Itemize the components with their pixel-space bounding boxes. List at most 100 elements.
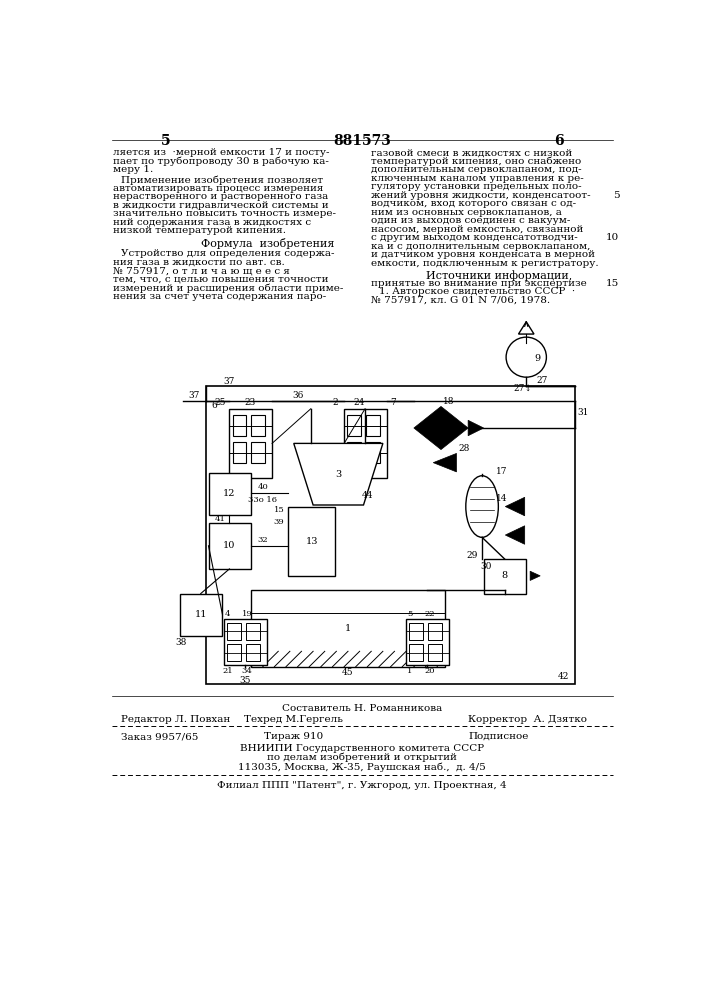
Bar	[224, 619, 267, 665]
Bar	[209, 473, 251, 515]
Polygon shape	[433, 453, 457, 472]
Text: 4: 4	[225, 610, 230, 618]
Text: 13: 13	[305, 537, 318, 546]
Text: тем, что, с целью повышения точности: тем, что, с целью повышения точности	[113, 275, 329, 284]
Text: Техред М.Гергель: Техред М.Гергель	[245, 715, 343, 724]
Text: Источники информации,: Источники информации,	[426, 270, 572, 281]
Text: 31: 31	[577, 408, 588, 417]
Text: 2: 2	[332, 398, 338, 407]
Text: 22: 22	[424, 610, 435, 618]
Text: низкой температурой кипения.: низкой температурой кипения.	[113, 226, 286, 235]
Bar	[406, 619, 449, 665]
Text: Формула  изобретения: Формула изобретения	[201, 238, 334, 249]
Polygon shape	[251, 590, 445, 667]
Bar	[428, 623, 442, 640]
Text: 36: 36	[292, 391, 303, 400]
Text: 12: 12	[223, 489, 235, 498]
Text: насосом, мерной емкостью, связанной: насосом, мерной емкостью, связанной	[371, 225, 583, 234]
Text: водчиком, вход которого связан с од-: водчиком, вход которого связан с од-	[371, 199, 576, 208]
Bar	[227, 644, 241, 661]
Bar	[409, 644, 423, 661]
Text: 44: 44	[361, 491, 373, 500]
Text: ляется из  ·мерной емкости 17 и посту-: ляется из ·мерной емкости 17 и посту-	[113, 148, 329, 157]
Text: измерений и расширения области приме-: измерений и расширения области приме-	[113, 283, 344, 293]
Bar	[347, 415, 361, 436]
Text: ка и с дополнительным сервоклапаном,: ка и с дополнительным сервоклапаном,	[371, 242, 590, 251]
Text: Составитель Н. Романникова: Составитель Н. Романникова	[282, 704, 442, 713]
Text: 20: 20	[424, 667, 435, 675]
Text: 1: 1	[407, 667, 413, 675]
Text: 1. Авторское свидетельство СССР  ·: 1. Авторское свидетельство СССР ·	[379, 287, 575, 296]
Text: 15: 15	[274, 506, 284, 514]
Text: Филиал ППП "Патент", г. Ужгород, ул. Проектная, 4: Филиал ППП "Патент", г. Ужгород, ул. Про…	[217, 781, 507, 790]
Text: Подписное: Подписное	[468, 732, 529, 741]
Text: 10: 10	[223, 541, 235, 550]
Text: Тираж 910: Тираж 910	[264, 732, 323, 741]
Text: 32: 32	[257, 536, 268, 544]
Polygon shape	[468, 420, 484, 436]
Text: 45: 45	[342, 668, 354, 677]
Text: 15: 15	[606, 279, 619, 288]
Text: 41: 41	[215, 515, 226, 523]
Text: 14: 14	[496, 494, 507, 503]
Text: ВНИИПИ Государственного комитета СССР: ВНИИПИ Государственного комитета СССР	[240, 744, 484, 753]
Text: нерастворенного и растворенного газа: нерастворенного и растворенного газа	[113, 192, 329, 201]
Text: 11: 11	[194, 610, 207, 619]
Text: 28: 28	[459, 444, 470, 453]
Text: нения за счет учета содержания паро-: нения за счет учета содержания паро-	[113, 292, 327, 301]
Text: емкости, подключенным к регистратору.: емкости, подключенным к регистратору.	[371, 259, 599, 268]
Text: 18: 18	[443, 397, 455, 406]
Bar	[251, 415, 265, 436]
Text: принятые во внимание при экспертизе: принятые во внимание при экспертизе	[371, 279, 587, 288]
Text: гулятору установки предельных поло-: гулятору установки предельных поло-	[371, 182, 582, 191]
Ellipse shape	[506, 337, 547, 377]
Bar	[180, 594, 223, 636]
Text: 113035, Москва, Ж-35, Раушская наб.,  д. 4/5: 113035, Москва, Ж-35, Раушская наб., д. …	[238, 762, 486, 772]
Text: № 757917, кл. G 01 N 7/06, 1978.: № 757917, кл. G 01 N 7/06, 1978.	[371, 296, 550, 305]
Text: 29: 29	[467, 551, 478, 560]
Bar	[344, 409, 387, 478]
Text: 33о 16: 33о 16	[248, 496, 277, 504]
Bar	[366, 442, 380, 463]
Text: 3: 3	[335, 470, 341, 479]
Text: 40: 40	[257, 483, 268, 491]
Bar	[428, 644, 442, 661]
Text: 881573: 881573	[333, 134, 391, 148]
Text: с другим выходом конденсатотводчи-: с другим выходом конденсатотводчи-	[371, 233, 578, 242]
Text: пает по трубопроводу 30 в рабочую ка-: пает по трубопроводу 30 в рабочую ка-	[113, 157, 329, 166]
Text: 25: 25	[214, 398, 226, 407]
Text: 37: 37	[223, 377, 235, 386]
Text: и датчиком уровня конденсата в мерной: и датчиком уровня конденсата в мерной	[371, 250, 595, 259]
Bar	[246, 644, 259, 661]
Bar	[233, 415, 247, 436]
Text: 19: 19	[242, 610, 252, 618]
Text: 6: 6	[211, 401, 217, 410]
Text: 5: 5	[407, 610, 413, 618]
Polygon shape	[506, 526, 525, 544]
Text: 24: 24	[354, 398, 365, 407]
Text: Редактор Л. Повхан: Редактор Л. Повхан	[121, 715, 230, 724]
Text: один из выходов соединен с вакуум-: один из выходов соединен с вакуум-	[371, 216, 571, 225]
Bar	[230, 409, 272, 478]
Polygon shape	[530, 571, 540, 580]
Text: 35: 35	[239, 676, 251, 685]
Text: 21: 21	[223, 667, 233, 675]
Bar	[366, 415, 380, 436]
Bar	[233, 442, 247, 463]
Text: 5: 5	[161, 134, 170, 148]
Text: 38: 38	[175, 638, 187, 647]
Text: 34: 34	[242, 667, 252, 675]
Ellipse shape	[466, 476, 498, 537]
Text: 17: 17	[496, 467, 507, 476]
Text: 27: 27	[536, 376, 547, 385]
Text: в жидкости гидравлической системы и: в жидкости гидравлической системы и	[113, 201, 329, 210]
Polygon shape	[506, 497, 525, 516]
Text: 37: 37	[189, 391, 200, 400]
Text: 8: 8	[501, 571, 508, 580]
Bar	[347, 442, 361, 463]
Text: 9: 9	[534, 354, 541, 363]
Bar	[209, 523, 251, 569]
Text: 6: 6	[554, 134, 563, 148]
Text: ключенным каналом управления к ре-: ключенным каналом управления к ре-	[371, 174, 584, 183]
Bar	[246, 623, 259, 640]
